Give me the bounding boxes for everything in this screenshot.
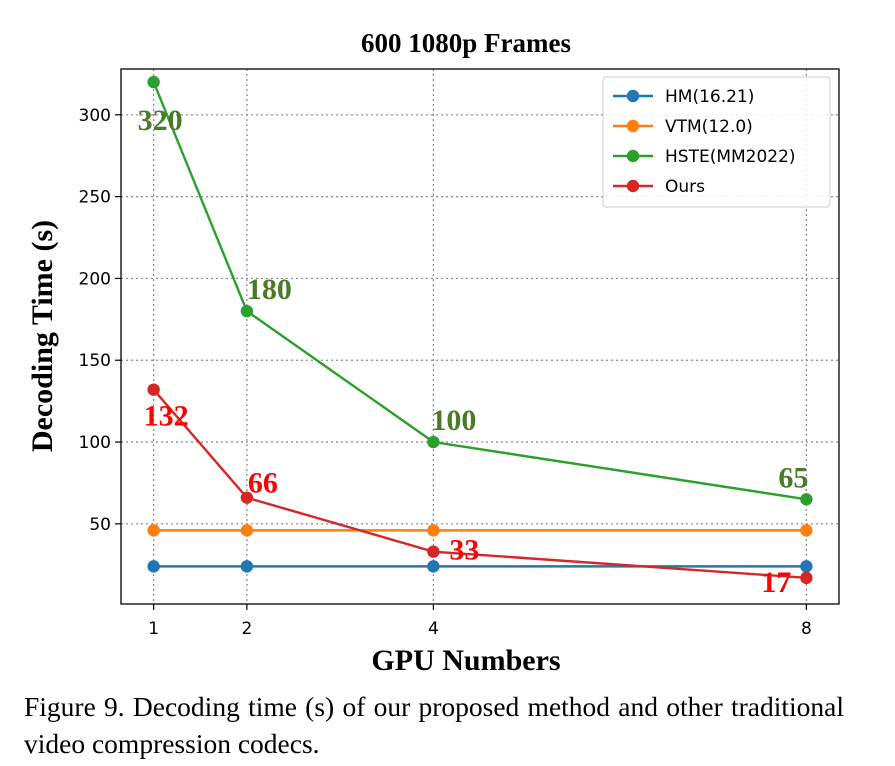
data-point-hste-mm2022	[147, 75, 160, 89]
y-tick-label: 50	[89, 515, 111, 535]
data-point-vtm-12-0	[240, 524, 254, 537]
grid-lines	[121, 69, 839, 604]
x-tick-label: 8	[801, 619, 812, 639]
x-tick-label: 2	[241, 619, 252, 639]
data-point-vtm-12-0	[147, 524, 160, 537]
data-point-hste-mm2022	[800, 493, 813, 506]
legend: HM(16.21) VTM(12.0) HSTE(MM2022) Ours	[602, 76, 831, 208]
data-point-ours	[427, 545, 440, 558]
data-point-hm-16-21	[147, 560, 160, 573]
chart-title: 600 1080p Frames	[361, 28, 571, 58]
legend-label: Ours	[665, 177, 705, 197]
data-label: 180	[247, 273, 292, 306]
series-line-hste-mm2022	[152, 81, 807, 501]
data-label: 320	[138, 104, 183, 137]
x-axis-label: GPU Numbers	[371, 644, 560, 677]
data-label: 100	[431, 404, 476, 437]
legend-label: HSTE(MM2022)	[665, 147, 796, 167]
data-label: 66	[248, 467, 278, 500]
y-axis-label: Decoding Time (s)	[26, 220, 59, 452]
data-label: 17	[761, 566, 791, 599]
data-point-ours	[800, 571, 813, 585]
y-tick-label: 200	[79, 269, 111, 289]
data-point-hm-16-21	[240, 560, 254, 573]
y-tick-label: 300	[79, 106, 111, 126]
series-line-ours	[152, 388, 807, 580]
legend-label: VTM(12.0)	[665, 117, 753, 137]
data-point-ours	[240, 491, 254, 504]
y-tick-label: 100	[79, 433, 111, 453]
legend-marker	[626, 149, 640, 163]
data-label: 132	[144, 400, 189, 433]
legend-marker	[626, 119, 640, 133]
legend-label: HM(16.21)	[665, 87, 754, 107]
legend-box	[602, 76, 831, 208]
chart: 1 2 4 8 50 100 150 200 250 300 320 180 100 65 132 66 33…	[26, 28, 840, 677]
data-labels: 320 180 100 65 132 66 33 17	[138, 104, 809, 599]
data-point-hm-16-21	[427, 560, 440, 573]
y-tick-label: 250	[79, 188, 111, 208]
legend-marker	[626, 179, 640, 193]
plot-frame	[120, 68, 840, 605]
data-point-hm-16-21	[800, 560, 813, 573]
series-lines	[147, 75, 813, 585]
data-label: 33	[449, 534, 479, 567]
data-point-hste-mm2022	[427, 435, 440, 449]
axis-ticks: 1 2 4 8 50 100 150 200 250 300	[79, 106, 812, 639]
data-point-ours	[147, 383, 160, 396]
figure-caption: Figure 9. Decoding time (s) of our propo…	[24, 691, 844, 759]
data-label: 65	[778, 461, 808, 494]
x-tick-label: 1	[148, 619, 159, 639]
data-point-hste-mm2022	[240, 304, 254, 318]
data-point-vtm-12-0	[427, 524, 440, 537]
legend-marker	[626, 89, 640, 103]
data-point-vtm-12-0	[800, 524, 813, 537]
x-tick-label: 4	[428, 619, 439, 639]
y-tick-label: 150	[79, 351, 111, 371]
